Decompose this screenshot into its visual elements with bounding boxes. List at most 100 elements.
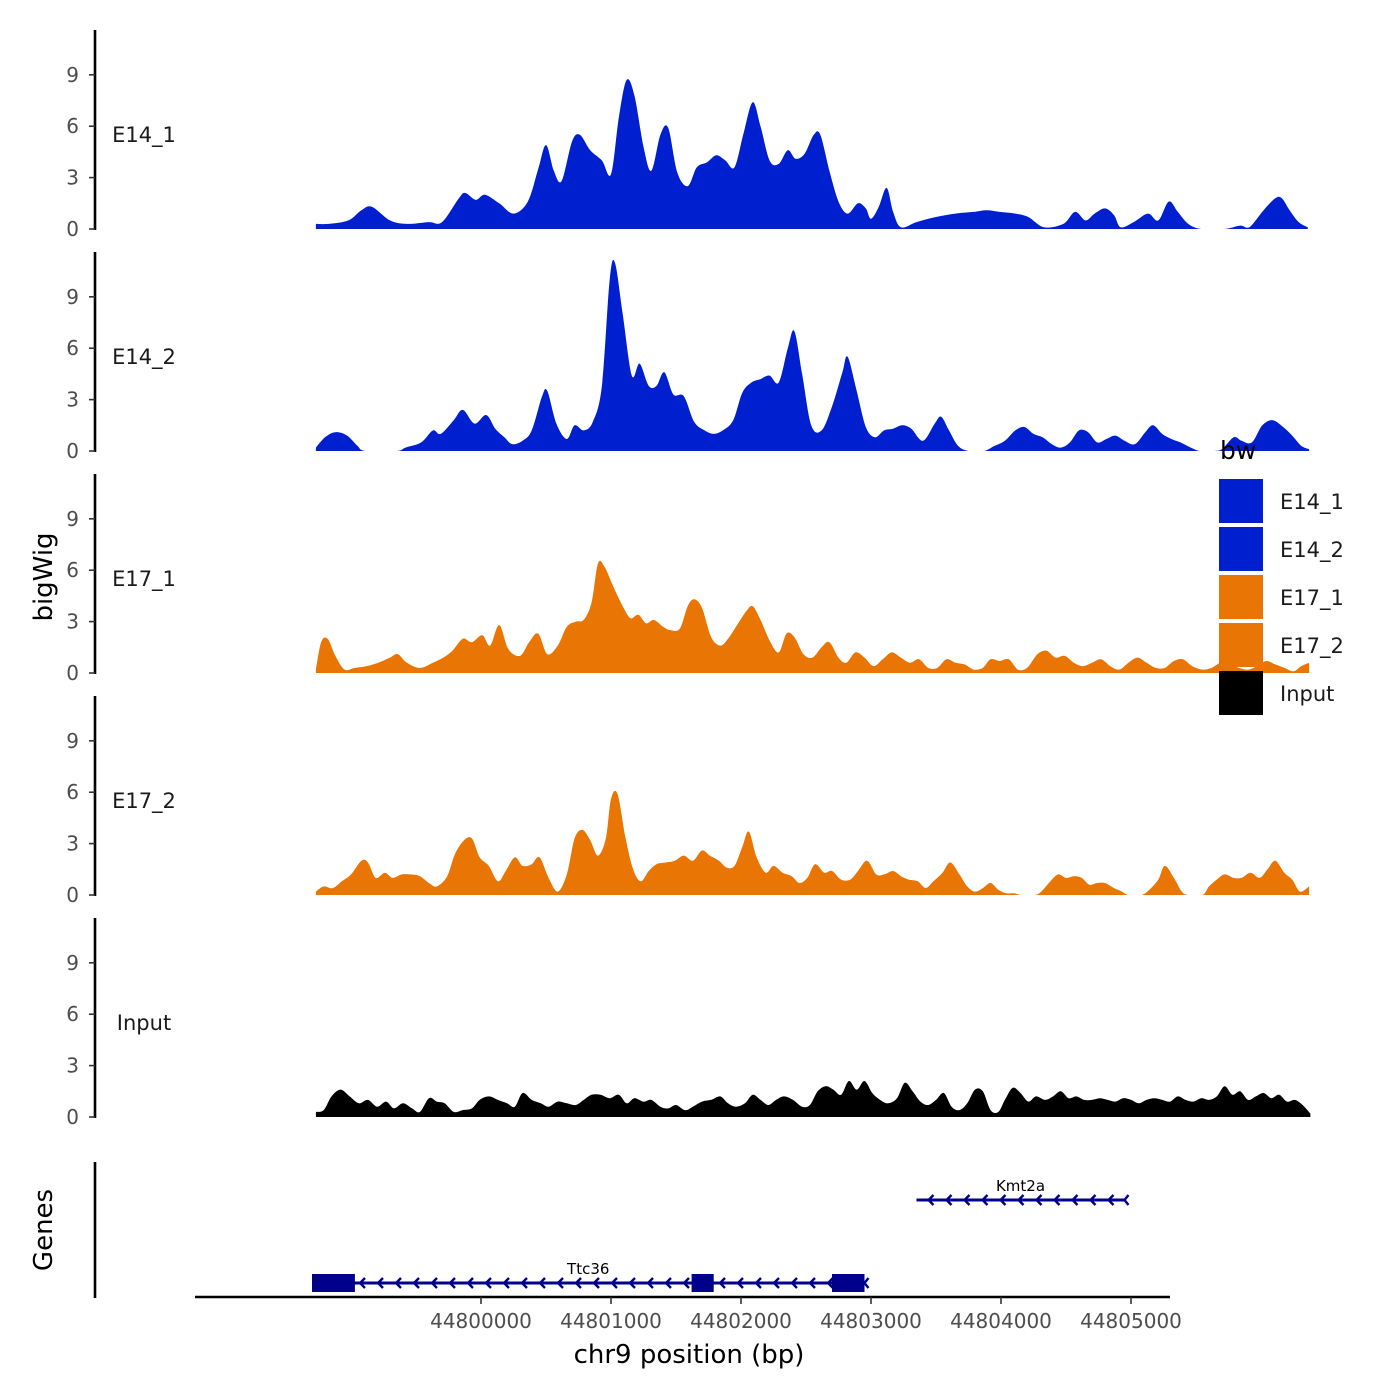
gene-panel: Ttc36 Kmt2a	[93, 1162, 1130, 1298]
strand-arrow	[466, 1277, 474, 1289]
track-e17-1: 0 3 6 9 E17_1	[66, 474, 1310, 685]
y-tick-label: 3	[66, 388, 79, 412]
x-tick-label: 44804000	[950, 1309, 1052, 1333]
exon	[312, 1274, 355, 1292]
strand-arrow	[448, 1277, 456, 1289]
exon	[832, 1274, 865, 1292]
legend-label: Input	[1280, 682, 1334, 706]
y-tick-label: 6	[66, 558, 79, 582]
strand-arrow	[538, 1277, 546, 1289]
track-label: E14_1	[112, 123, 176, 148]
strand-arrow	[1106, 1194, 1115, 1206]
exon	[691, 1274, 714, 1292]
strand-arrow	[1088, 1194, 1097, 1206]
strand-arrow	[556, 1277, 564, 1289]
strand-arrow	[430, 1277, 438, 1289]
strand-arrow	[358, 1277, 366, 1289]
strand-arrow	[628, 1277, 636, 1289]
strand-arrow	[484, 1277, 492, 1289]
strand-arrow	[1052, 1194, 1061, 1206]
x-tick-label: 44803000	[820, 1309, 922, 1333]
strand-arrow	[682, 1277, 690, 1289]
track-e14-2: 0 3 6 9 E14_2	[66, 252, 1310, 463]
strand-arrow	[1034, 1194, 1043, 1206]
gene-label: Ttc36	[566, 1260, 609, 1278]
legend-swatch	[1219, 623, 1263, 667]
y-tick-label: 6	[66, 114, 79, 138]
x-tick-label: 44801000	[560, 1309, 662, 1333]
y-tick-label: 9	[66, 507, 79, 531]
strand-arrow	[520, 1277, 528, 1289]
strand-arrow	[736, 1277, 744, 1289]
strand-arrow	[646, 1277, 654, 1289]
strand-arrow	[664, 1277, 672, 1289]
y-tick-label: 9	[66, 951, 79, 975]
y-tick-label: 0	[66, 1105, 79, 1129]
strand-arrow	[574, 1277, 582, 1289]
track-label: E17_1	[112, 567, 176, 592]
signal-tracks: 0 3 6 9 E14_1 0 3 6 9 E14_2 0 3 6 9 E17_1 0 3 6 9 E17_2 0 3 6 9…	[66, 30, 1311, 1129]
signal-area	[315, 790, 1310, 895]
y-tick-label: 3	[66, 166, 79, 190]
strand-arrow	[376, 1277, 384, 1289]
x-tick-label: 44802000	[690, 1309, 792, 1333]
strand-arrow	[772, 1277, 780, 1289]
legend-label: E14_2	[1280, 538, 1344, 563]
strand-arrow	[808, 1277, 816, 1289]
signal-area	[315, 560, 1310, 673]
strand-arrow	[610, 1277, 618, 1289]
legend-swatch	[1219, 575, 1263, 619]
strand-arrow	[962, 1194, 971, 1206]
y-tick-label: 6	[66, 1002, 79, 1026]
y-tick-label: 0	[66, 661, 79, 685]
strand-arrow	[412, 1277, 420, 1289]
track-label: Input	[117, 1011, 171, 1035]
gene-end-cap	[862, 1277, 870, 1289]
strand-arrow	[826, 1277, 834, 1289]
track-label: E14_2	[112, 345, 176, 370]
genes-axis-title: Genes	[29, 1189, 59, 1271]
strand-arrow	[980, 1194, 989, 1206]
track-input: 0 3 6 9 Input	[66, 918, 1311, 1129]
track-e17-2: 0 3 6 9 E17_2	[66, 696, 1310, 907]
strand-arrow	[944, 1194, 953, 1206]
strand-arrow	[790, 1277, 798, 1289]
gene-end-cap	[1122, 1194, 1130, 1206]
legend-swatch	[1219, 479, 1263, 523]
strand-arrow	[502, 1277, 510, 1289]
y-tick-label: 0	[66, 217, 79, 241]
legend-swatch	[1219, 527, 1263, 571]
strand-arrow	[394, 1277, 402, 1289]
legend-label: E14_1	[1280, 490, 1344, 515]
x-tick-label: 44800000	[430, 1309, 532, 1333]
legend-label: E17_2	[1280, 634, 1344, 659]
strand-arrow	[718, 1277, 726, 1289]
y-tick-label: 9	[66, 63, 79, 87]
x-tick-label: 44805000	[1080, 1309, 1182, 1333]
y-tick-label: 3	[66, 1054, 79, 1078]
signal-area	[315, 79, 1308, 229]
y-tick-label: 3	[66, 832, 79, 856]
legend-label: E17_1	[1280, 586, 1344, 611]
legend-swatch	[1219, 671, 1263, 715]
gene-label: Kmt2a	[996, 1177, 1045, 1195]
strand-arrow	[1070, 1194, 1079, 1206]
strand-arrow	[592, 1277, 600, 1289]
track-e14-1: 0 3 6 9 E14_1	[66, 30, 1308, 241]
strand-arrow	[998, 1194, 1007, 1206]
legend-title: bw	[1220, 436, 1256, 465]
x-axis: 44800000 44801000 44802000 44803000 44804000…	[195, 1295, 1182, 1333]
y-tick-label: 9	[66, 285, 79, 309]
signal-area	[315, 259, 1310, 451]
y-tick-label: 3	[66, 610, 79, 634]
y-tick-label: 9	[66, 729, 79, 753]
y-tick-label: 6	[66, 336, 79, 360]
y-tick-label: 0	[66, 883, 79, 907]
strand-arrow	[1016, 1194, 1025, 1206]
y-axis-title: bigWig	[29, 532, 59, 621]
y-tick-label: 6	[66, 780, 79, 804]
gene-ttc36: Ttc36	[312, 1260, 870, 1292]
strand-arrow	[926, 1194, 935, 1206]
y-tick-label: 0	[66, 439, 79, 463]
